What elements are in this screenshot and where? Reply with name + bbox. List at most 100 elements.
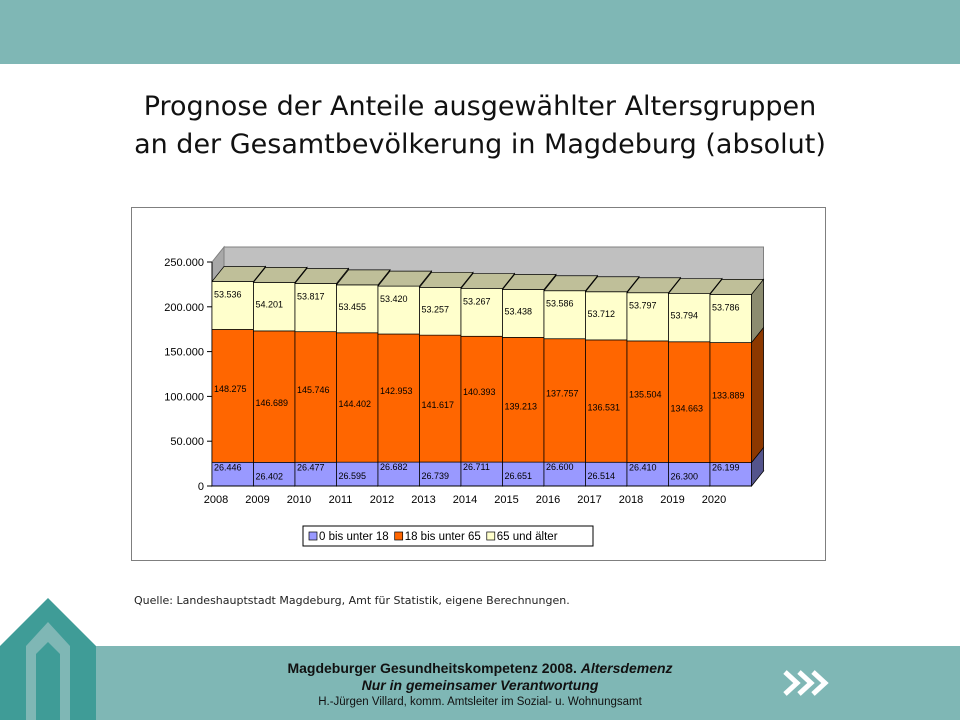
data-label: 26.651 <box>505 471 533 481</box>
y-tick-label: 100.000 <box>164 391 204 403</box>
data-label: 142.953 <box>380 386 413 396</box>
footer-line-2: Nur in gemeinsamer Verantwortung <box>361 677 599 693</box>
y-tick-label: 200.000 <box>164 302 204 314</box>
data-label: 26.682 <box>380 462 408 472</box>
data-label: 135.504 <box>629 390 662 400</box>
bar-18-to-65 <box>585 339 628 463</box>
bar-65-plus <box>419 287 462 336</box>
legend <box>302 525 594 547</box>
bar-top <box>626 277 682 294</box>
legend-label: 18 bis unter 65 <box>405 531 481 543</box>
legend-label: 65 und älter <box>497 531 558 543</box>
data-label: 53.438 <box>505 307 533 317</box>
bar-top <box>252 266 308 283</box>
data-label: 140.393 <box>463 387 496 397</box>
data-label: 137.757 <box>546 388 579 398</box>
data-label: 26.446 <box>214 462 242 472</box>
legend-swatch <box>486 531 496 541</box>
footer-line-1: Magdeburger Gesundheitskompetenz 2008. A… <box>0 660 960 677</box>
bar-18-to-65 <box>253 330 296 463</box>
data-label: 139.213 <box>505 401 538 411</box>
source-note: Quelle: Landeshauptstadt Magdeburg, Amt … <box>134 594 570 607</box>
y-tick-label: 0 <box>198 481 204 493</box>
data-label: 148.275 <box>214 384 247 394</box>
x-tick-label: 2011 <box>329 494 353 506</box>
legend-swatch <box>394 531 404 541</box>
x-tick-label: 2015 <box>494 494 518 506</box>
data-label: 53.455 <box>339 302 367 312</box>
data-label: 53.420 <box>380 294 408 304</box>
bar-18-to-65 <box>502 337 545 463</box>
bar-18-to-65 <box>460 335 503 463</box>
x-tick-label: 2012 <box>370 494 394 506</box>
slide-title: Prognose der Anteile ausgewählter Alters… <box>0 88 960 164</box>
footer-event: Magdeburger Gesundheitskompetenz 2008. <box>287 660 577 676</box>
bar-top <box>460 273 516 289</box>
data-label: 53.817 <box>297 291 325 301</box>
legend-label: 0 bis unter 18 <box>319 531 389 543</box>
data-label: 53.794 <box>671 311 699 321</box>
bar-top <box>418 272 474 288</box>
data-label: 54.201 <box>256 299 284 309</box>
data-label: 136.531 <box>588 403 621 413</box>
stacked-bar-chart: 0 50.000 100.000 150.000 200.000 250.000 2008 2… <box>164 245 765 547</box>
data-label: 26.410 <box>629 462 657 472</box>
gate-logo-icon <box>0 598 96 720</box>
x-tick-label: 2016 <box>536 494 560 506</box>
bar-65-plus <box>253 281 296 332</box>
y-tick-label: 250.000 <box>164 257 204 269</box>
data-label: 26.595 <box>339 471 367 481</box>
data-label: 141.617 <box>422 400 455 410</box>
chart-container: 0 50.000 100.000 150.000 200.000 250.000 2008 2… <box>131 207 826 561</box>
x-tick-label: 2020 <box>702 494 726 506</box>
x-tick-label: 2010 <box>287 494 311 506</box>
data-label: 26.711 <box>463 462 490 472</box>
footer-line-3: H.-Jürgen Villard, komm. Amtsleiter im S… <box>318 696 642 708</box>
data-label: 26.514 <box>588 471 616 481</box>
footer: Magdeburger Gesundheitskompetenz 2008. A… <box>0 660 960 710</box>
data-label: 26.477 <box>297 462 325 472</box>
bar-top <box>501 274 557 290</box>
bar-18-to-65 <box>626 340 669 463</box>
bar-18-to-65 <box>336 332 379 463</box>
footer-topic: Altersdemenz <box>580 660 673 676</box>
bar-top <box>709 279 765 295</box>
bar-65-plus <box>709 294 752 343</box>
bar-65-plus <box>294 283 337 333</box>
data-label: 146.689 <box>256 398 289 408</box>
data-label: 133.889 <box>712 391 745 401</box>
x-tick-label: 2008 <box>204 494 228 506</box>
x-tick-label: 2013 <box>411 494 435 506</box>
data-label: 26.300 <box>671 471 699 481</box>
bar-65-plus <box>543 290 586 340</box>
data-label: 134.663 <box>671 404 704 414</box>
bar-18-to-65 <box>668 341 711 463</box>
data-label: 26.739 <box>422 471 450 481</box>
legend-swatch <box>308 531 318 541</box>
x-tick-label: 2017 <box>577 494 601 506</box>
y-tick-label: 50.000 <box>170 436 204 448</box>
data-label: 53.257 <box>422 304 450 314</box>
title-line-1: Prognose der Anteile ausgewählter Alters… <box>143 91 817 122</box>
double-chevron-right-icon[interactable] <box>783 668 831 698</box>
title-line-2: an der Gesamtbevölkerung in Magdeburg (a… <box>134 129 826 160</box>
bar-top <box>543 275 599 292</box>
data-label: 53.786 <box>712 302 740 312</box>
data-label: 145.746 <box>297 385 330 395</box>
bar-18-to-65 <box>211 329 254 463</box>
data-label: 53.536 <box>214 289 242 299</box>
bar-top <box>211 266 267 282</box>
bar-top <box>377 270 433 287</box>
data-label: 53.712 <box>588 309 616 319</box>
y-tick-label: 150.000 <box>164 347 204 359</box>
data-label: 26.199 <box>712 463 740 473</box>
bar-18-to-65 <box>294 331 337 463</box>
x-tick-label: 2009 <box>245 494 269 506</box>
bar-18-to-65 <box>543 338 586 463</box>
top-band <box>0 0 960 64</box>
data-label: 26.402 <box>256 471 284 481</box>
data-label: 53.797 <box>629 301 657 311</box>
x-tick-label: 2018 <box>619 494 643 506</box>
data-label: 144.402 <box>339 399 372 409</box>
bar-top <box>335 269 391 286</box>
